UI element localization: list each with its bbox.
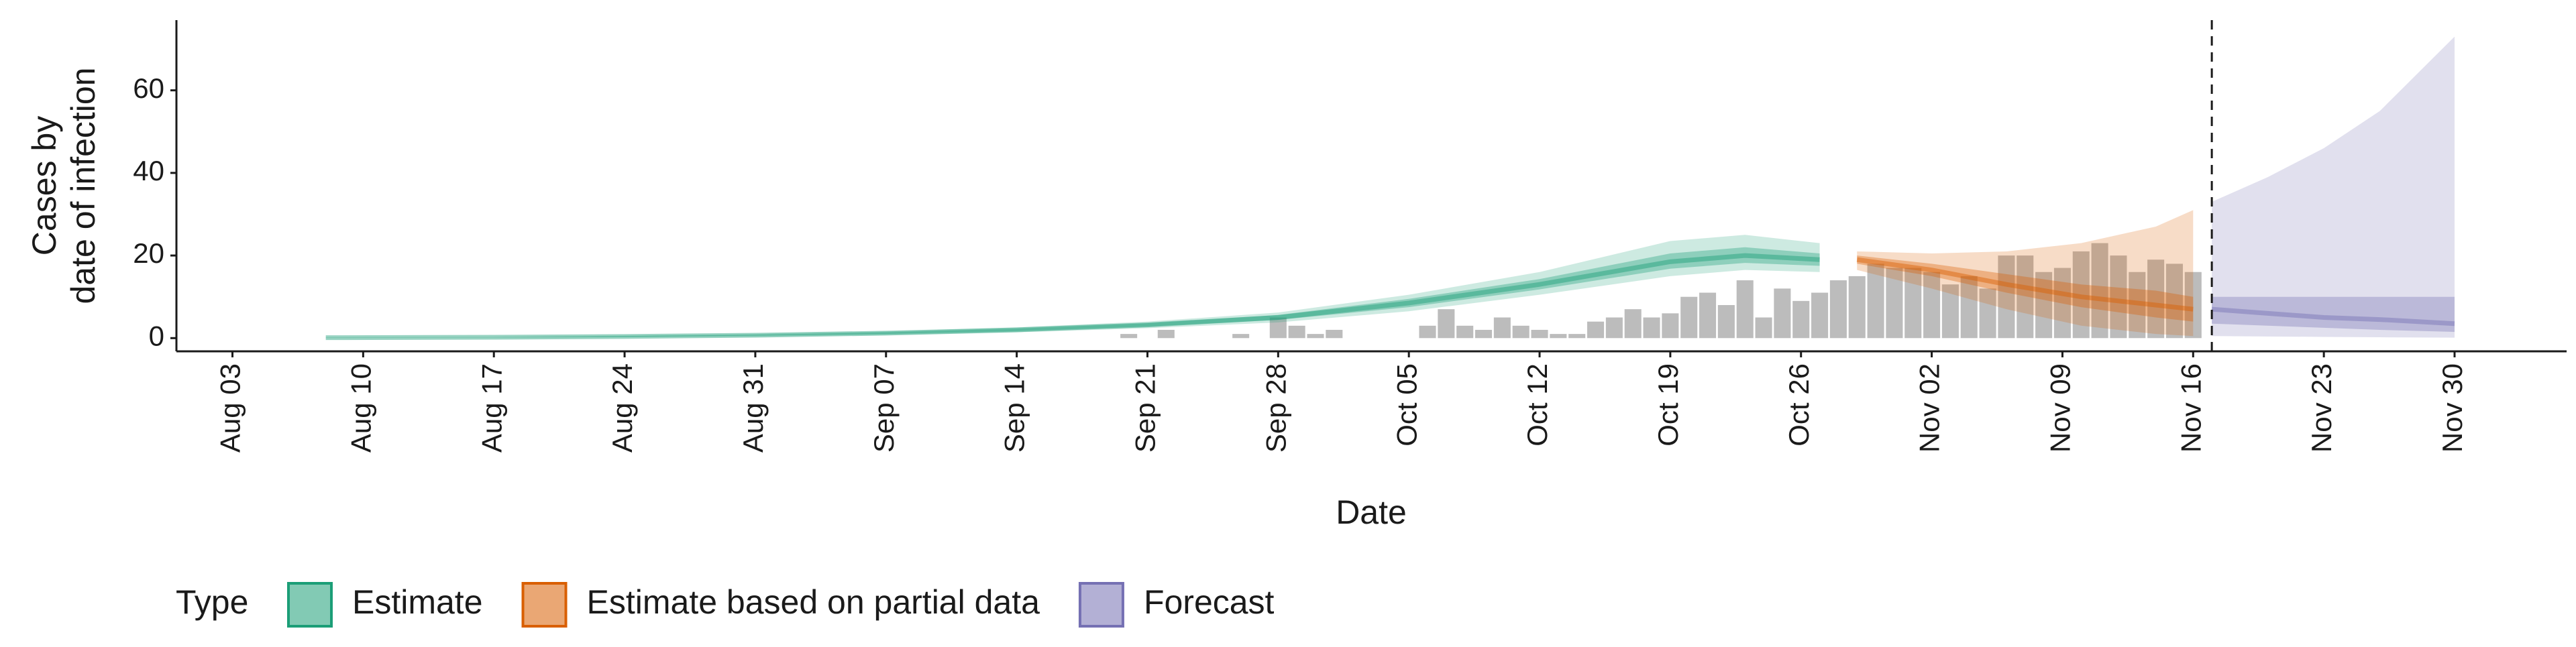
legend-label: Forecast [1144, 583, 1275, 621]
x-tick-label: Sep 14 [999, 363, 1030, 453]
bar [2165, 263, 2183, 339]
x-tick-label: Sep 21 [1130, 363, 1161, 453]
uncertainty-band [2212, 36, 2455, 338]
bar [1904, 268, 1922, 339]
bar [1979, 288, 1996, 339]
x-tick-label: Aug 03 [215, 363, 246, 453]
y-tick-label: 20 [133, 237, 164, 269]
legend-title: Type [176, 583, 248, 621]
x-tick-label: Nov 09 [2045, 363, 2076, 453]
bar [1998, 255, 2015, 339]
x-tick-label: Oct 26 [1783, 363, 1815, 447]
bar [2110, 255, 2127, 339]
bar [1941, 284, 1959, 339]
bar [2072, 251, 2090, 339]
uncertainty-band [325, 247, 1820, 338]
bar [1774, 288, 1791, 339]
bar [1736, 280, 1754, 339]
y-axis-label: Cases by [25, 116, 63, 255]
bar [2184, 272, 2202, 339]
legend-label: Estimate [352, 583, 483, 621]
bar [1157, 329, 1175, 339]
bar [1456, 325, 1474, 339]
bar [2017, 255, 2034, 339]
bar [1960, 276, 1978, 339]
uncertainty-band [2212, 296, 2455, 333]
median-line [2211, 306, 2455, 327]
uncertainty-band [325, 235, 1820, 339]
bar [1662, 313, 1679, 339]
bar [1512, 325, 1529, 339]
bar [1923, 272, 1941, 339]
bar [2035, 272, 2053, 339]
bar [1307, 334, 1324, 339]
x-tick-label: Oct 05 [1391, 363, 1422, 447]
bar [1867, 263, 1884, 339]
legend-label: Estimate based on partial data [587, 583, 1040, 621]
uncertainty-band [1857, 210, 2194, 337]
bar [1811, 292, 1829, 339]
y-tick-label: 60 [133, 72, 164, 104]
y-tick-label: 0 [149, 320, 164, 351]
bar [1438, 309, 1455, 339]
x-tick-label: Oct 12 [1521, 363, 1553, 447]
legend-swatch [1078, 582, 1124, 628]
bar [1643, 317, 1660, 339]
bar [1550, 334, 1567, 339]
x-tick-label: Nov 16 [2175, 363, 2206, 453]
bar [1531, 329, 1548, 339]
y-axis-label: date of infection [64, 67, 102, 304]
x-tick-label: Sep 07 [868, 363, 900, 453]
bar [1326, 329, 1343, 339]
bar [1493, 317, 1511, 339]
x-tick-label: Nov 23 [2306, 363, 2337, 453]
bar [1269, 317, 1287, 339]
x-tick-label: Sep 28 [1260, 363, 1291, 453]
x-tick-label: Aug 10 [345, 363, 376, 453]
bar [1120, 334, 1138, 339]
bar [1419, 325, 1436, 339]
bar [2129, 272, 2146, 339]
x-tick-label: Nov 02 [1914, 363, 1945, 453]
bar [1587, 321, 1605, 339]
bar [1232, 334, 1250, 339]
x-tick-label: Aug 31 [737, 363, 769, 453]
bar [1624, 309, 1642, 339]
x-tick-label: Aug 24 [606, 363, 638, 453]
bar [1680, 296, 1698, 339]
legend-swatch [287, 582, 333, 628]
bar [2053, 268, 2071, 339]
bar [1699, 292, 1717, 339]
bar [1605, 317, 1623, 339]
bar [2091, 243, 2108, 339]
bar [1792, 300, 1810, 339]
median-line [325, 253, 1820, 341]
bar [1288, 325, 1305, 339]
bar [1848, 276, 1866, 339]
bar [1717, 305, 1735, 339]
median-line [1856, 257, 2194, 312]
legend-swatch [521, 582, 568, 628]
bar [1474, 329, 1493, 339]
bar [1829, 280, 1847, 339]
uncertainty-band [1857, 255, 2194, 322]
x-tick-label: Nov 30 [2436, 363, 2468, 453]
x-tick-label: Oct 19 [1652, 363, 1684, 447]
bar [1568, 334, 1586, 339]
bar [2147, 259, 2165, 339]
x-tick-label: Aug 17 [476, 363, 507, 453]
y-tick-label: 40 [133, 155, 164, 186]
bar [1755, 317, 1772, 339]
x-axis-label: Date [1336, 493, 1407, 531]
bar [1886, 268, 1903, 339]
